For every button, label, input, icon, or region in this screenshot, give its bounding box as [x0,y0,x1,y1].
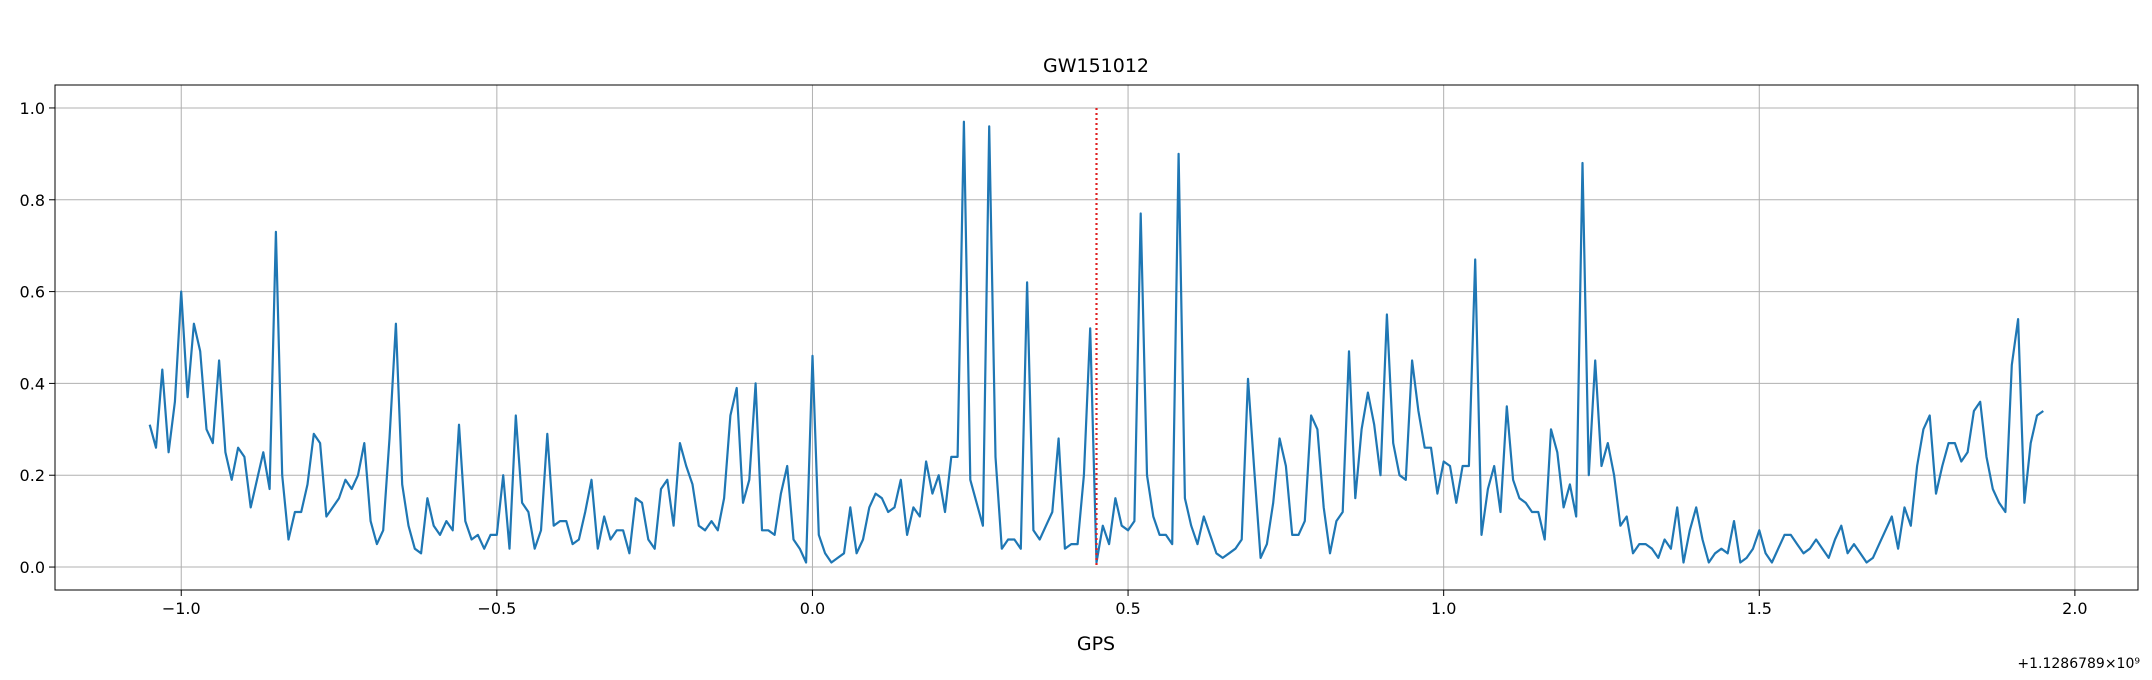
y-tick-label: 1.0 [20,99,45,118]
y-tick-label: 0.6 [20,283,45,302]
y-axis: 0.0 0.2 0.4 0.6 0.8 1.0 [20,99,55,577]
x-tick-label: 0.5 [1115,599,1140,618]
x-axis: −1.0 −0.5 0.0 0.5 1.0 1.5 2.0 [162,590,2088,618]
y-tick-label: 0.4 [20,374,45,393]
plot-frame [54,84,2139,591]
x-tick-label: 1.0 [1431,599,1456,618]
x-axis-label: GPS [1077,633,1115,655]
series-line [148,120,2044,564]
x-tick-label: 2.0 [2062,599,2087,618]
y-tick-label: 0.2 [20,466,45,485]
y-tick-label: 0.8 [20,191,45,210]
x-tick-label: 0.0 [800,599,825,618]
x-offset-label: +1.1286789×10⁹ [2017,656,2140,672]
x-tick-label: −1.0 [162,599,201,618]
y-tick-label: 0.0 [20,558,45,577]
x-tick-label: 1.5 [1747,599,1772,618]
x-tick-label: −0.5 [477,599,516,618]
series-layer [148,120,2044,564]
chart-title: GW151012 [1043,55,1149,77]
